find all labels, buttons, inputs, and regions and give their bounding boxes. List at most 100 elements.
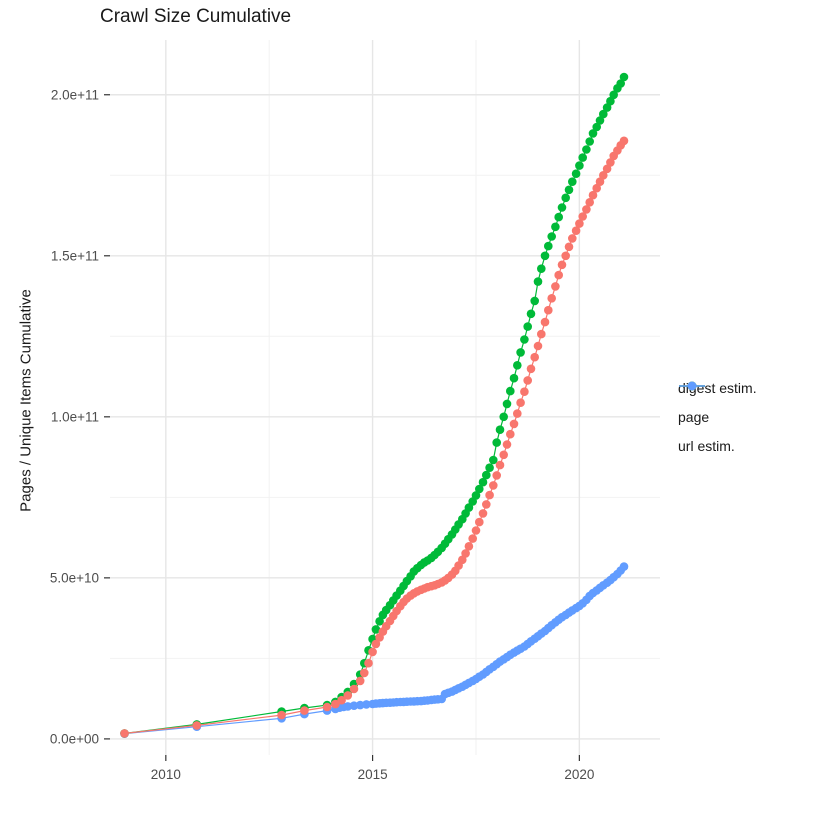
data-point-digest-estim bbox=[502, 440, 512, 449]
data-point-page bbox=[509, 373, 519, 383]
data-point-digest-estim bbox=[578, 212, 587, 221]
data-point-page bbox=[544, 241, 553, 251]
legend-label: page bbox=[678, 409, 710, 425]
data-point-page bbox=[619, 72, 629, 82]
data-point-digest-estim bbox=[588, 190, 598, 200]
data-point-page bbox=[582, 145, 591, 154]
y-tick-label: 2.0e+11 bbox=[51, 87, 99, 102]
data-point-digest-estim bbox=[557, 260, 567, 270]
data-point-digest-estim bbox=[526, 364, 536, 374]
data-point-page bbox=[568, 177, 577, 186]
data-point-digest-estim bbox=[533, 341, 543, 351]
data-point-page bbox=[489, 455, 498, 465]
data-point-digest-estim bbox=[478, 509, 488, 518]
data-point-page bbox=[502, 399, 512, 409]
data-point-digest-estim bbox=[371, 639, 381, 649]
data-point-page bbox=[564, 185, 574, 195]
data-point-digest-estim bbox=[520, 387, 529, 397]
data-point-digest-estim bbox=[619, 136, 629, 146]
data-point-digest-estim bbox=[343, 691, 353, 700]
data-point-page bbox=[551, 222, 560, 232]
data-point-digest-estim bbox=[349, 684, 359, 694]
data-point-digest-estim bbox=[331, 699, 340, 709]
data-point-page bbox=[520, 335, 529, 344]
data-point-url-estim bbox=[343, 702, 353, 711]
data-point-page bbox=[599, 109, 608, 119]
data-point-digest-estim bbox=[523, 376, 532, 385]
data-point-digest-estim bbox=[120, 729, 129, 738]
data-point-page bbox=[475, 484, 484, 494]
data-point-digest-estim bbox=[485, 490, 494, 500]
data-point-digest-estim bbox=[458, 555, 467, 565]
data-point-page bbox=[540, 251, 550, 261]
data-point-digest-estim bbox=[568, 234, 577, 243]
data-point-digest-estim bbox=[322, 702, 332, 712]
data-point-digest-estim bbox=[575, 219, 584, 228]
legend-label: digest estim. bbox=[678, 380, 757, 396]
data-point-page bbox=[575, 161, 584, 170]
data-point-digest-estim bbox=[585, 198, 594, 207]
data-point-url-estim bbox=[349, 701, 359, 710]
data-point-page bbox=[557, 203, 567, 212]
data-point-digest-estim bbox=[368, 647, 377, 657]
data-point-url-estim bbox=[362, 700, 371, 709]
data-point-page bbox=[533, 277, 543, 286]
data-point-page bbox=[571, 169, 581, 178]
legend-key-icon bbox=[679, 381, 705, 391]
data-point-digest-estim bbox=[571, 226, 581, 235]
data-point-page bbox=[526, 309, 536, 319]
data-point-url-estim bbox=[355, 700, 365, 710]
data-point-digest-estim bbox=[475, 517, 484, 527]
legend-label: url estim. bbox=[678, 438, 735, 454]
data-point-page bbox=[547, 232, 556, 241]
data-point-digest-estim bbox=[599, 171, 608, 180]
data-point-digest-estim bbox=[489, 481, 498, 490]
data-point-page bbox=[592, 122, 601, 132]
data-point-digest-estim bbox=[482, 500, 491, 509]
data-point-digest-estim bbox=[464, 542, 474, 551]
data-point-digest-estim bbox=[492, 471, 502, 480]
data-point-page bbox=[523, 322, 532, 331]
data-point-page bbox=[561, 193, 570, 203]
data-point-digest-estim bbox=[364, 658, 373, 668]
data-point-page bbox=[595, 116, 605, 125]
data-point-digest-estim bbox=[499, 450, 509, 460]
y-axis-title: Pages / Unique Items Cumulative bbox=[17, 289, 35, 512]
data-point-digest-estim bbox=[300, 706, 309, 715]
data-point-page bbox=[492, 438, 502, 447]
data-point-page bbox=[495, 425, 505, 435]
data-point-page bbox=[478, 477, 488, 487]
data-point-page bbox=[537, 264, 546, 274]
data-point-digest-estim bbox=[544, 305, 553, 315]
data-point-digest-estim bbox=[561, 251, 570, 261]
x-tick-label: 2010 bbox=[151, 767, 181, 782]
data-point-page bbox=[506, 386, 515, 396]
data-point-digest-estim bbox=[530, 352, 539, 362]
data-point-page bbox=[513, 361, 522, 370]
data-point-digest-estim bbox=[537, 329, 546, 339]
data-point-digest-estim bbox=[595, 177, 605, 186]
data-point-digest-estim bbox=[513, 409, 522, 418]
x-tick-label: 2015 bbox=[358, 767, 388, 782]
data-point-page bbox=[578, 153, 587, 162]
data-point-digest-estim bbox=[582, 205, 591, 214]
data-point-page bbox=[482, 470, 491, 480]
data-point-digest-estim bbox=[551, 282, 560, 291]
data-point-digest-estim bbox=[540, 317, 550, 327]
data-point-digest-estim bbox=[564, 242, 574, 252]
x-tick-label: 2020 bbox=[564, 767, 594, 782]
data-point-digest-estim bbox=[277, 710, 286, 720]
data-point-digest-estim bbox=[506, 429, 515, 439]
data-point-page bbox=[602, 103, 612, 112]
data-point-digest-estim bbox=[471, 526, 481, 535]
data-point-page bbox=[554, 212, 563, 222]
legend-item-url-estim: url estim. bbox=[678, 381, 757, 456]
data-point-page bbox=[585, 137, 594, 146]
chart-title: Crawl Size Cumulative bbox=[100, 6, 292, 27]
legend-item-page: page bbox=[678, 381, 757, 427]
data-point-digest-estim bbox=[192, 721, 202, 730]
data-point-page bbox=[609, 90, 618, 100]
data-point-page bbox=[530, 296, 539, 306]
